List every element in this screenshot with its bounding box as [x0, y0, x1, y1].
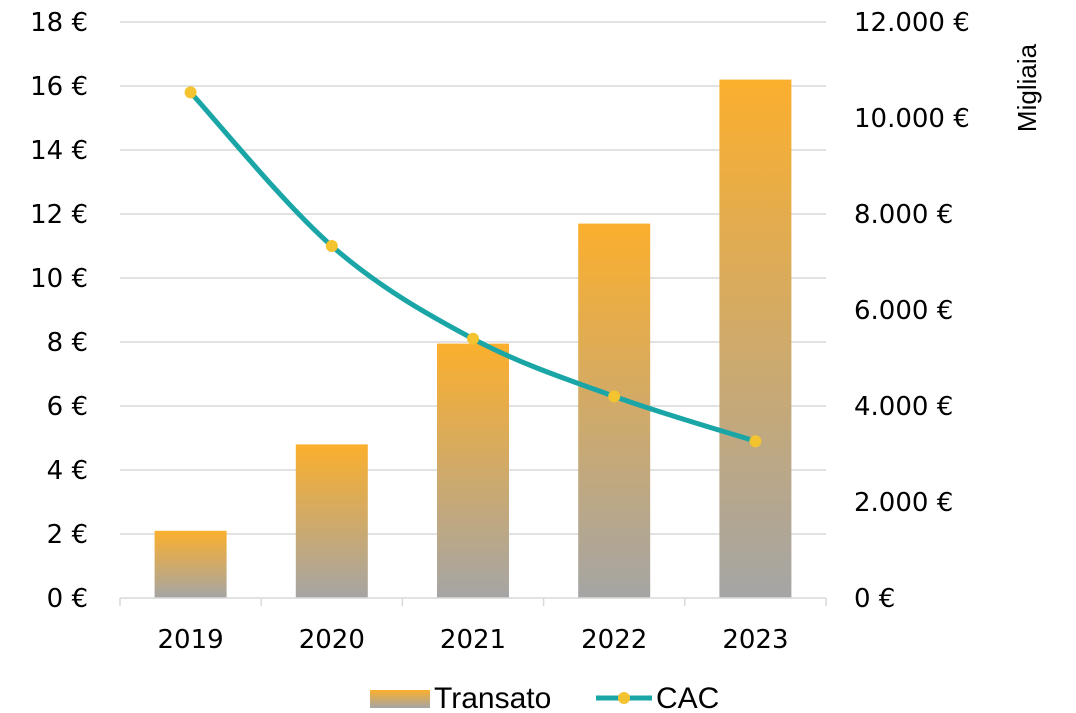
legend-label-transato: Transato — [434, 682, 551, 713]
y-right-axis: 0 € 2.000 € 4.000 € 6.000 € 8.000 € 10.000 € 1… — [854, 8, 970, 614]
x-tick-label: 2023 — [722, 625, 788, 655]
cac-point-2019 — [184, 86, 197, 99]
bar-2020 — [295, 444, 368, 598]
bar-2019 — [154, 530, 227, 598]
y-left-tick-label: 14 € — [30, 136, 88, 166]
y-right-tick-label: 4.000 € — [854, 392, 953, 422]
y-right-tick-label: 12.000 € — [854, 8, 970, 38]
x-tick-label: 2022 — [581, 625, 647, 655]
legend-swatch-transato — [370, 690, 430, 708]
legend-marker-cac — [618, 692, 630, 704]
y-left-tick-label: 18 € — [30, 8, 88, 38]
y-left-tick-label: 6 € — [47, 392, 88, 422]
bar-2023 — [719, 79, 792, 599]
y-left-tick-label: 0 € — [47, 584, 88, 614]
bar-series — [154, 79, 792, 599]
bar-2022 — [578, 223, 651, 598]
x-tick-label: 2019 — [158, 625, 224, 655]
y-right-tick-label: 8.000 € — [854, 200, 953, 230]
bar-2021 — [437, 343, 509, 598]
x-tick-label: 2021 — [440, 625, 506, 655]
y-left-tick-label: 8 € — [47, 328, 88, 358]
x-axis — [119, 597, 827, 606]
y-left-tick-label: 2 € — [47, 520, 88, 550]
legend: Transato CAC — [370, 682, 719, 713]
y-right-tick-label: 2.000 € — [854, 488, 953, 518]
cac-point-2020 — [325, 240, 338, 252]
y-right-axis-title: Migliaia — [1012, 43, 1042, 132]
x-tick-label: 2020 — [299, 625, 365, 655]
y-right-tick-label: 6.000 € — [854, 296, 953, 326]
y-left-tick-label: 10 € — [30, 264, 88, 294]
legend-label-cac: CAC — [656, 682, 719, 713]
y-left-axis: 0 € 2 € 4 € 6 € 8 € 10 € 12 € 14 € 16 € 18 € — [30, 8, 88, 614]
y-left-tick-label: 12 € — [30, 200, 88, 230]
cac-point-2022 — [608, 390, 621, 403]
x-tick-labels: 2019 2020 2021 2022 2023 — [158, 625, 789, 655]
y-right-tick-label: 0 € — [854, 584, 895, 614]
cac-point-2023 — [749, 435, 762, 448]
y-right-tick-label: 10.000 € — [854, 104, 970, 134]
cac-point-2021 — [467, 332, 479, 345]
y-left-tick-label: 16 € — [30, 72, 88, 102]
y-left-tick-label: 4 € — [47, 456, 88, 486]
line-series — [184, 86, 762, 448]
